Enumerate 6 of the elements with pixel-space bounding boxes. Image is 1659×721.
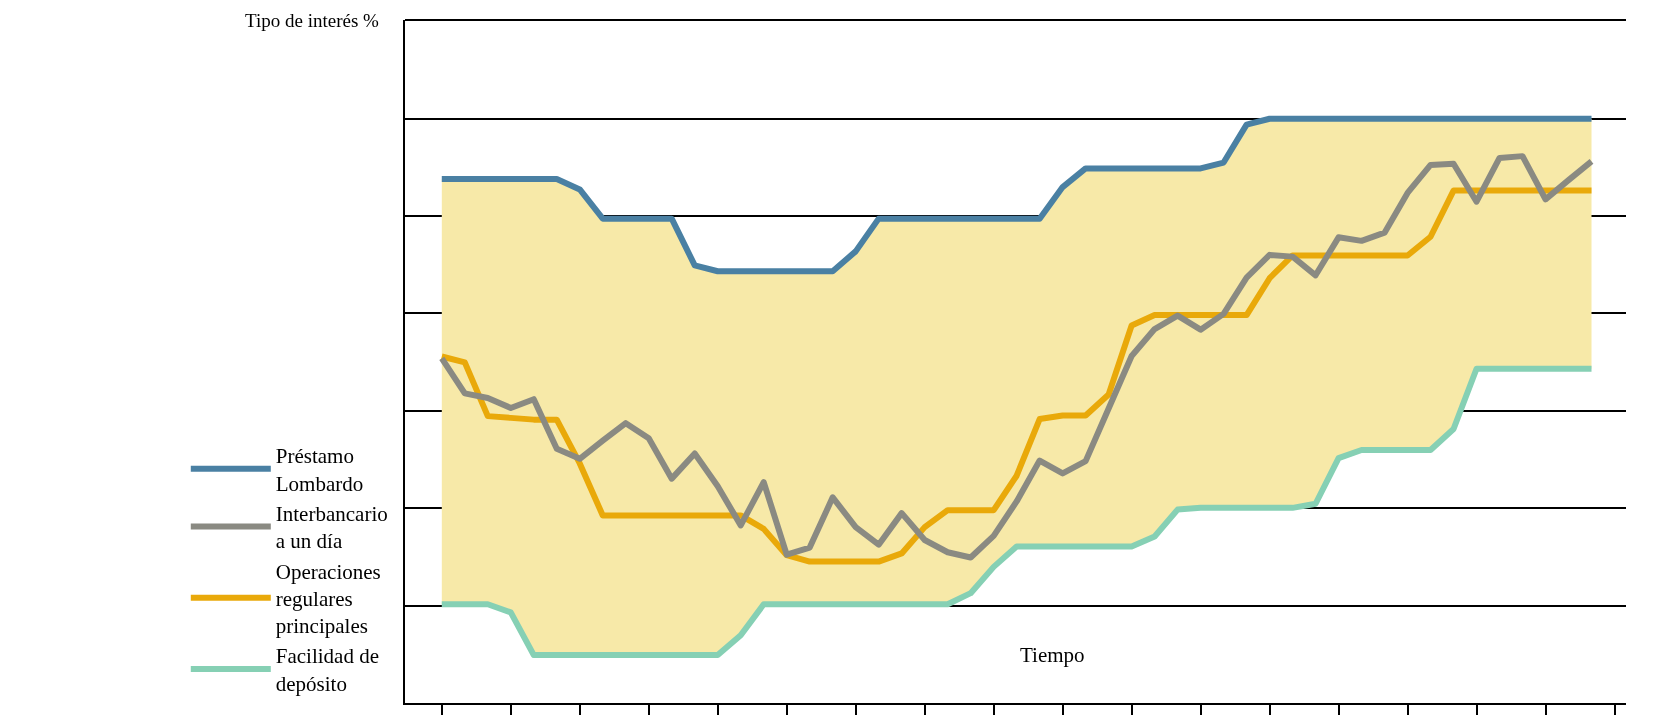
legend-label: Facilidad de depósito [275, 644, 380, 696]
x-axis-title: Tiempo [1020, 643, 1085, 667]
legend-label: Interbancario a un día [275, 501, 388, 554]
legend-label: Préstamo Lombardo [275, 444, 364, 496]
y-axis-title: Tipo de interés % [245, 10, 380, 31]
legend-label: Operaciones regulares principales [275, 559, 381, 639]
